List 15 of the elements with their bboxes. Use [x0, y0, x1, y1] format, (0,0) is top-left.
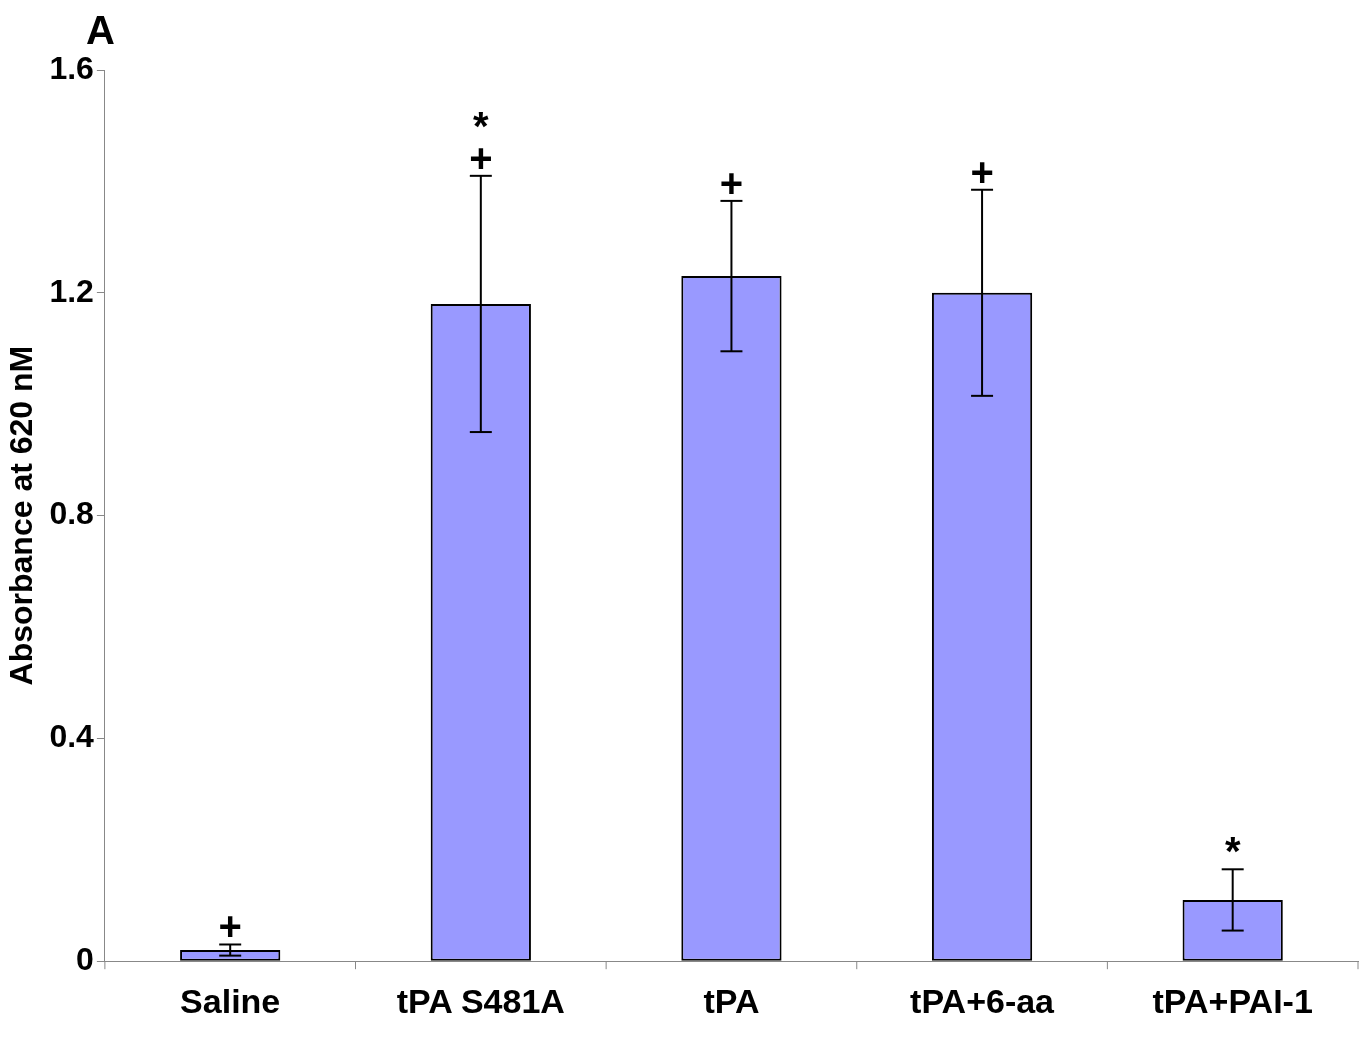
y-axis-title: Absorbance at 620 nM [3, 345, 40, 686]
x-tick-label: Saline [180, 981, 281, 1020]
data-label: + [970, 149, 994, 194]
x-tick-label: tPA+PAI-1 [1152, 981, 1313, 1020]
x-tick-label: tPA+6-aa [910, 981, 1056, 1020]
data-label: * [1224, 829, 1241, 874]
data-label: + [719, 160, 744, 205]
x-tick-label: tPA [703, 981, 760, 1020]
data-label: * + [469, 103, 493, 180]
y-tick-label: 0.8 [49, 495, 94, 532]
data-label: + [218, 904, 242, 949]
y-tick-label: 1.2 [49, 272, 94, 309]
x-tick-label: tPA S481A [396, 981, 565, 1020]
y-tick-label: 0 [76, 941, 94, 978]
y-tick-label: 0.4 [49, 718, 95, 755]
